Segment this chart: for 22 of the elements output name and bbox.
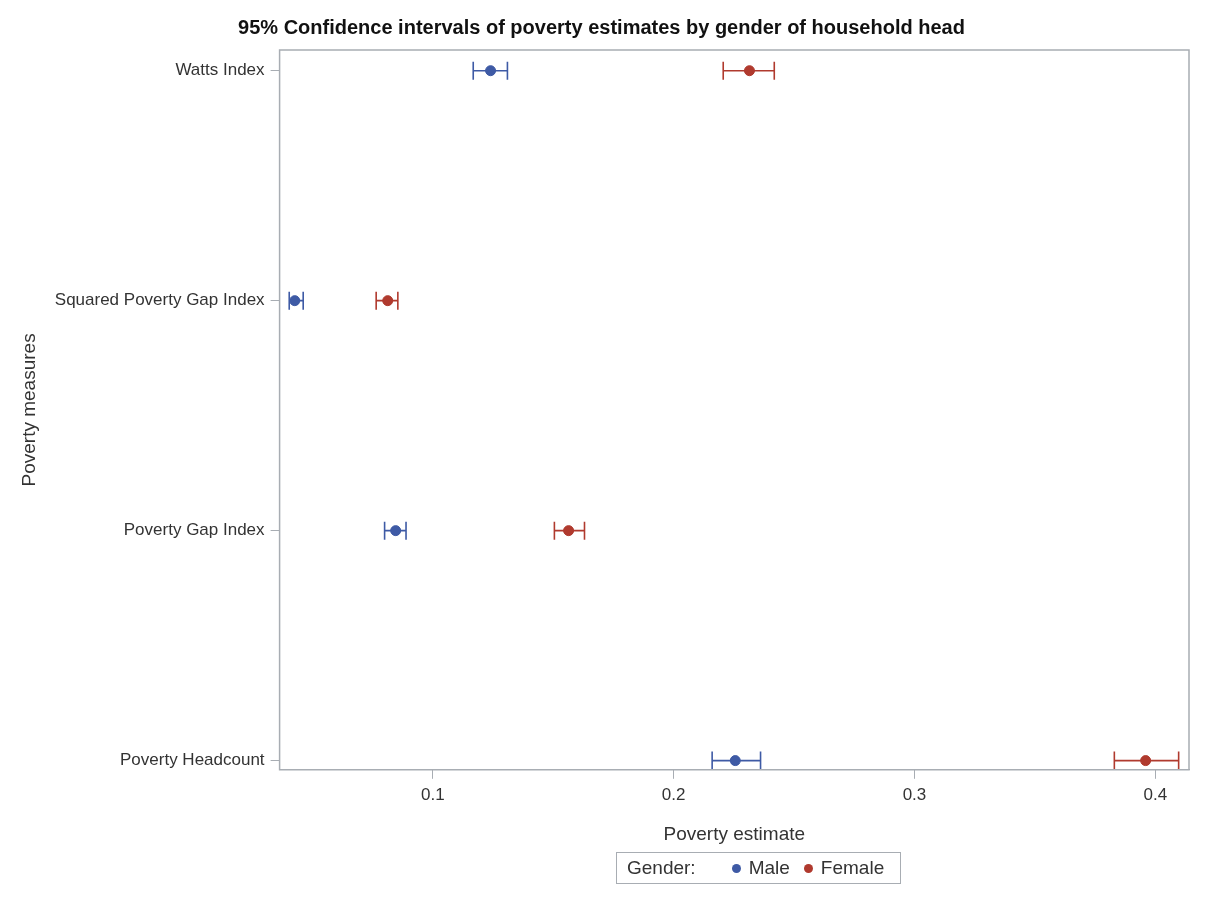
- y-tick-label: Poverty Gap Index: [123, 520, 266, 540]
- point: [289, 295, 301, 307]
- x-tick-label: 0.1: [420, 784, 445, 804]
- x-axis-title: Poverty estimate: [663, 822, 806, 844]
- y-tick-label: Watts Index: [175, 60, 266, 80]
- point: [729, 755, 741, 767]
- point: [382, 295, 394, 307]
- x-tick-label: 0.3: [902, 784, 927, 804]
- y-tick-label: Poverty Headcount: [120, 750, 265, 770]
- legend-title: Gender:: [627, 857, 696, 879]
- legend-label: Female: [820, 857, 885, 879]
- point: [485, 65, 497, 77]
- legend-label: Male: [748, 857, 790, 879]
- point: [390, 525, 402, 537]
- chart-title: 95% Confidence intervals of poverty estimates by gender of household head: [238, 15, 965, 38]
- x-tick-label: 0.4: [1143, 784, 1168, 804]
- point: [743, 65, 755, 77]
- y-tick-label: Squared Poverty Gap Index: [54, 290, 266, 310]
- x-tick-label: 0.2: [661, 784, 686, 804]
- point: [1140, 755, 1152, 767]
- point: [563, 525, 575, 537]
- y-axis-title: Poverty measures: [17, 333, 39, 487]
